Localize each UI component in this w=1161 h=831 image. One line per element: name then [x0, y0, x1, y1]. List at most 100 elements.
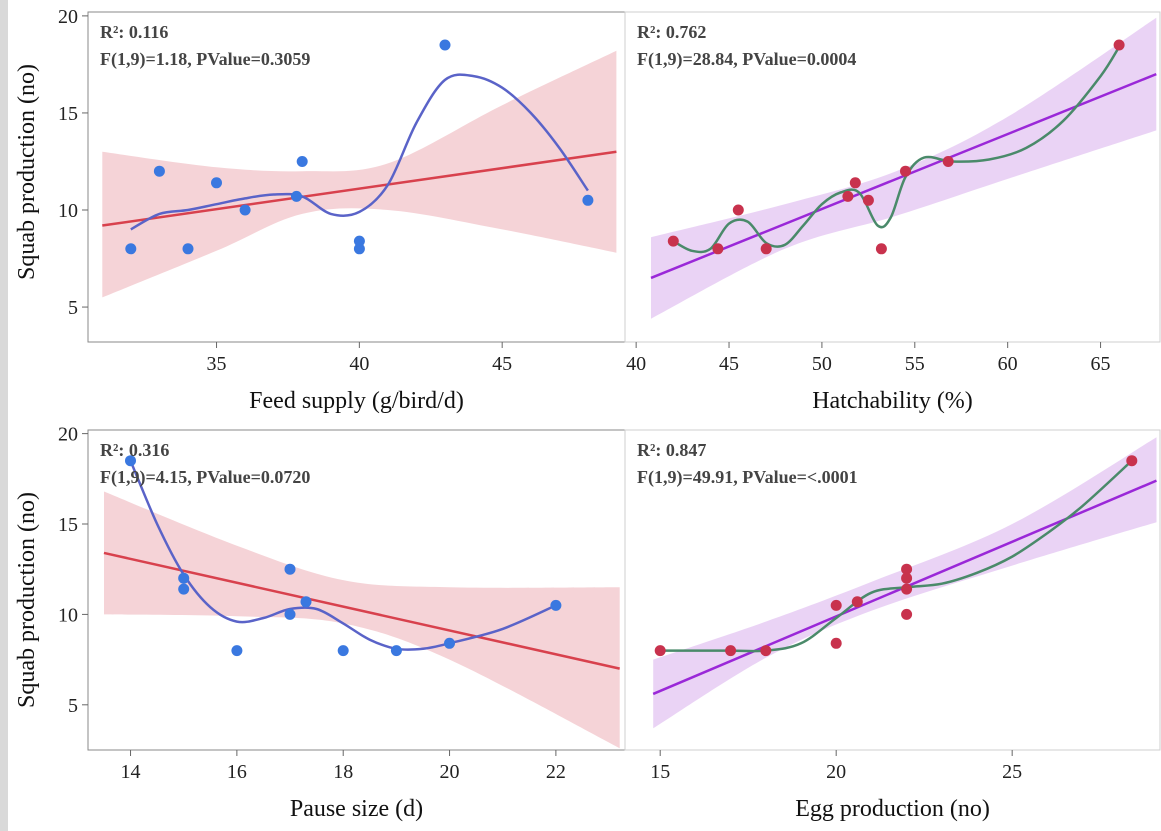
data-point-1: [712, 243, 724, 255]
data-point-2: [182, 243, 194, 255]
scrollbar-strip: [0, 0, 8, 831]
x-tick-label: 50: [812, 353, 832, 375]
smoothing-spline: [130, 73, 589, 231]
x-tick-label: 16: [227, 761, 247, 783]
x-tick-label: 18: [333, 761, 353, 783]
data-point-9: [901, 608, 913, 620]
data-point-7: [875, 243, 887, 255]
x-tick-label: 35: [207, 353, 227, 375]
xlabel: Feed supply (g/bird/d): [249, 388, 464, 414]
regression-line: [102, 150, 617, 227]
data-point-10: [582, 194, 594, 206]
data-point-0: [125, 243, 137, 255]
data-point-10: [1126, 455, 1138, 467]
data-point-2: [760, 645, 772, 657]
panel-feed-supply: 35 40 45 5 10 15 20 R²: 0.116 F(1,9)=1.18, PV…: [58, 6, 626, 414]
data-point-1: [725, 645, 737, 657]
x-ticks: 14 16 18 20 22: [121, 750, 566, 783]
y-tick-label: 15: [58, 514, 78, 536]
x-tick-label: 55: [905, 353, 925, 375]
data-point-5: [849, 177, 861, 189]
x-ticks: 35 40 45: [207, 342, 512, 375]
data-point-5: [851, 596, 863, 608]
data-point-7: [901, 572, 913, 584]
stat-f-test: F(1,9)=1.18, PValue=0.3059: [100, 49, 310, 70]
x-tick-label: 22: [546, 761, 566, 783]
data-point-9: [942, 156, 954, 167]
panel-hatchability: 40 45 50 55 60 65 R²: 0.762 F(1,9)=28.84, PVa…: [624, 11, 1161, 414]
data-point-6: [862, 194, 874, 206]
y-tick-label: 10: [58, 200, 78, 222]
ylabel-bottom: Squab production (no): [14, 492, 40, 708]
y-ticks: 5 10 15 20: [58, 6, 88, 319]
x-tick-label: 20: [440, 761, 460, 783]
stat-f-test: F(1,9)=28.84, PValue=0.0004: [637, 49, 856, 70]
data-point-6: [296, 156, 308, 167]
x-tick-label: 25: [1002, 761, 1022, 783]
y-tick-label: 10: [58, 604, 78, 626]
panel-egg-production: 15 20 25 R²: 0.847 F(1,9)=49.91, PValue=<.…: [624, 429, 1161, 822]
stat-r2: R²: 0.762: [637, 22, 706, 42]
xlabel: Pause size (d): [290, 796, 423, 822]
data-point-8: [353, 243, 365, 255]
data-point-10: [1113, 39, 1125, 51]
x-tick-label: 45: [492, 353, 512, 375]
data-point-3: [830, 599, 842, 611]
y-tick-label: 15: [58, 103, 78, 125]
data-point-9: [439, 39, 451, 51]
xlabel: Hatchability (%): [812, 388, 973, 414]
stat-r2: R²: 0.316: [100, 440, 169, 460]
data-point-3: [760, 243, 772, 255]
x-ticks: 15 20 25: [650, 750, 1022, 783]
data-point-3: [211, 177, 222, 189]
smoothing-spline: [129, 460, 557, 651]
data-point-0: [667, 235, 679, 247]
data-points: [654, 455, 1138, 657]
stat-f-test: F(1,9)=4.15, PValue=0.0720: [100, 467, 310, 488]
data-point-7: [353, 235, 365, 247]
data-point-4: [284, 563, 296, 575]
x-tick-label: 14: [121, 761, 141, 783]
data-point-5: [291, 190, 302, 202]
data-point-6: [901, 563, 913, 575]
x-tick-label: 15: [650, 761, 670, 783]
data-point-3: [231, 645, 243, 657]
data-point-4: [830, 637, 842, 649]
data-point-8: [390, 645, 402, 657]
panel-pause-size: 14 16 18 20 22 5 10 15 20 R²: 0.316 F(1,9)=4.15…: [58, 424, 626, 822]
stat-f-test: F(1,9)=49.91, PValue=<.0001: [637, 467, 858, 488]
x-tick-label: 45: [719, 353, 739, 375]
data-point-10: [550, 599, 562, 611]
x-tick-label: 40: [626, 353, 646, 375]
y-ticks: 5 10 15 20: [58, 424, 88, 717]
data-points: [125, 455, 562, 657]
data-point-4: [239, 204, 251, 216]
data-point-2: [178, 583, 190, 595]
y-tick-label: 5: [68, 695, 78, 717]
x-tick-label: 20: [826, 761, 846, 783]
data-point-2: [732, 204, 744, 216]
data-point-0: [125, 455, 136, 467]
data-point-8: [901, 583, 913, 595]
data-point-9: [444, 637, 455, 649]
data-point-5: [284, 608, 296, 620]
data-point-6: [300, 596, 312, 608]
smoothing-spline: [672, 46, 1121, 254]
y-tick-label: 20: [58, 424, 78, 446]
stat-r2: R²: 0.847: [637, 440, 706, 460]
x-tick-label: 60: [998, 353, 1018, 375]
x-ticks: 40 45 50 55 60 65: [626, 342, 1111, 375]
data-point-7: [337, 645, 349, 657]
data-points: [667, 39, 1125, 255]
y-tick-label: 5: [68, 297, 78, 319]
stat-r2: R²: 0.116: [100, 22, 168, 42]
data-point-4: [842, 190, 854, 202]
xlabel: Egg production (no): [795, 796, 990, 822]
x-tick-label: 65: [1091, 353, 1111, 375]
confidence-band: [102, 50, 617, 298]
ylabel-top: Squab production (no): [14, 64, 40, 280]
data-point-1: [153, 165, 165, 177]
x-tick-label: 40: [349, 353, 369, 375]
y-tick-label: 20: [58, 6, 78, 28]
